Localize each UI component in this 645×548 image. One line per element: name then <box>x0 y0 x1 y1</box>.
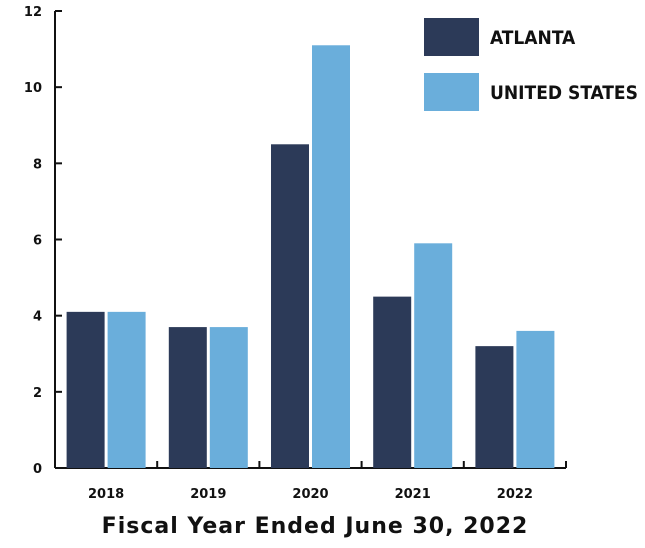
x-tick-label: 2018 <box>88 487 124 502</box>
x-axis-title: Fiscal Year Ended June 30, 2022 <box>101 514 529 539</box>
x-tick-label: 2021 <box>395 487 431 502</box>
bar-united-states-2022 <box>516 330 555 468</box>
legend-label-united-states: UNITED STATES <box>490 82 638 104</box>
bar-united-states-2020 <box>312 45 350 469</box>
y-tick-label: 10 <box>24 81 42 96</box>
y-tick-label: 6 <box>33 234 42 249</box>
x-tick-label: 2019 <box>190 487 226 502</box>
x-tick-label: 2022 <box>497 487 533 502</box>
bar-atlanta-2018 <box>66 311 105 468</box>
legend-swatch-united-states <box>424 73 479 111</box>
y-tick-label: 2 <box>33 386 42 401</box>
bar-united-states-2018 <box>107 311 146 468</box>
y-tick-label: 4 <box>33 310 42 325</box>
bar-united-states-2021 <box>414 243 453 468</box>
bar-atlanta-2020 <box>271 144 309 468</box>
bar-atlanta-2019 <box>168 327 207 468</box>
bar-atlanta-2022 <box>475 346 514 468</box>
bar-united-states-2019 <box>209 327 248 468</box>
legend-swatch-atlanta <box>424 18 479 56</box>
y-tick-label: 8 <box>33 157 42 172</box>
y-tick-label: 12 <box>24 5 42 20</box>
x-tick-label: 2020 <box>292 487 328 502</box>
legend-label-atlanta: ATLANTA <box>490 27 576 49</box>
bar-atlanta-2021 <box>373 296 412 468</box>
y-tick-label: 0 <box>33 462 42 477</box>
